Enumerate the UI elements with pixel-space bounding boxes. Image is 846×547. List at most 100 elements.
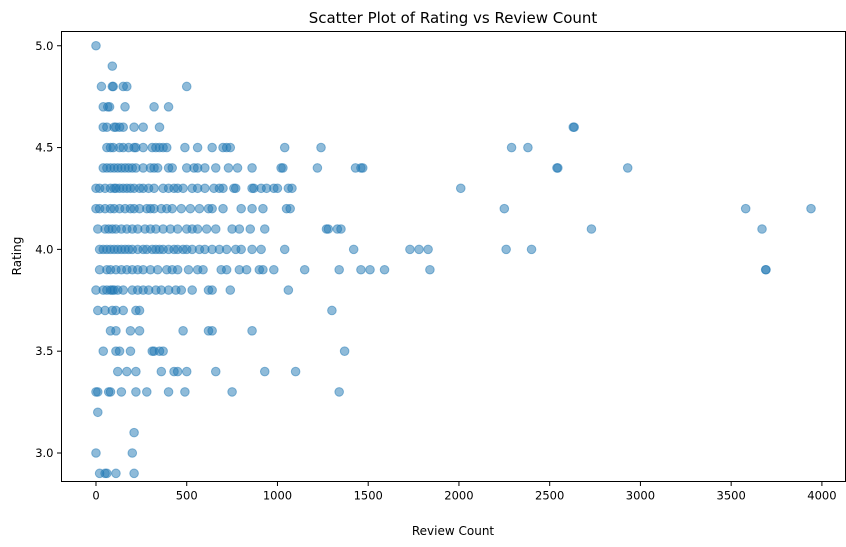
scatter-point (172, 264, 183, 275)
scatter-point (207, 142, 217, 153)
scatter-point (185, 203, 196, 214)
x-tick-label: 1000 (263, 489, 292, 503)
scatter-point (210, 163, 221, 173)
scatter-point (93, 407, 103, 418)
points-layer (91, 40, 816, 479)
scatter-point (379, 264, 390, 275)
scatter-point (118, 122, 128, 132)
scatter-point (129, 468, 139, 479)
scatter-point (112, 366, 123, 377)
scatter-point (200, 183, 210, 194)
scatter-point (125, 346, 136, 356)
scatter-point (740, 203, 751, 214)
scatter-point (163, 387, 174, 397)
scatter-point (210, 366, 221, 377)
y-tick-label: 3.0 (35, 446, 53, 460)
scatter-point (285, 203, 295, 214)
scatter-point (161, 142, 172, 153)
scatter-point (201, 224, 212, 234)
scatter-point (96, 81, 107, 92)
scatter-point (258, 264, 268, 275)
scatter-point (245, 224, 256, 234)
y-tick-label: 3.5 (35, 344, 53, 358)
scatter-point (283, 285, 294, 295)
scatter-point (167, 203, 177, 214)
scatter-point (272, 183, 283, 194)
scatter-point (120, 102, 130, 112)
scatter-point (501, 244, 511, 255)
x-tick-label: 3000 (626, 489, 655, 503)
scatter-point (232, 163, 243, 173)
scatter-point (622, 163, 633, 173)
scatter-point (312, 163, 323, 173)
y-tick-label: 4.0 (35, 242, 53, 256)
scatter-point (138, 142, 148, 153)
scatter-point (122, 81, 132, 92)
y-tick-label: 4.5 (35, 141, 53, 155)
scatter-point (210, 224, 221, 234)
scatter-point (247, 203, 257, 214)
scatter-point (287, 183, 297, 194)
x-tick-label: 3500 (717, 489, 746, 503)
scatter-point (365, 264, 375, 275)
scatter-point (256, 244, 266, 255)
scatter-point (131, 366, 141, 377)
scatter-point (236, 244, 246, 255)
scatter-point (356, 264, 366, 275)
scatter-point (104, 102, 115, 112)
scatter-point (506, 142, 517, 153)
scatter-point (279, 142, 290, 153)
scatter-point (200, 163, 210, 173)
scatter-point (131, 387, 141, 397)
scatter-point (142, 387, 152, 397)
scatter-point (114, 346, 125, 356)
scatter-point (118, 285, 128, 295)
scatter-point (207, 326, 217, 336)
scatter-point (107, 61, 118, 71)
scatter-point (187, 285, 197, 295)
scatter-point (198, 264, 208, 275)
scatter-point (149, 183, 159, 194)
scatter-point (93, 387, 103, 397)
scatter-point (258, 203, 268, 214)
scatter-point (218, 183, 228, 194)
scatter-point (218, 203, 228, 214)
scatter-point (336, 224, 346, 234)
scatter-point (129, 427, 139, 438)
scatter-point (290, 366, 301, 377)
scatter-point (91, 448, 101, 458)
scatter-point (111, 468, 121, 479)
scatter-point (279, 244, 290, 255)
scatter-point (129, 122, 139, 132)
scatter-point (194, 203, 205, 214)
scatter-point (158, 346, 168, 356)
scatter-point (116, 387, 127, 397)
scatter-point (569, 122, 579, 132)
scatter-point (207, 285, 217, 295)
scatter-point (247, 163, 257, 173)
chart-title: Scatter Plot of Rating vs Review Count (309, 9, 598, 27)
scatter-point (225, 142, 236, 153)
scatter-point (247, 244, 257, 255)
scatter-point (269, 264, 279, 275)
x-tick-label: 2500 (535, 489, 564, 503)
scatter-point (91, 40, 101, 51)
scatter-point (316, 142, 326, 153)
scatter-point (152, 163, 163, 173)
scatter-point (757, 224, 767, 234)
scatter-point (761, 264, 771, 275)
scatter-point (108, 81, 119, 92)
scatter-point (181, 81, 192, 92)
scatter-point (236, 203, 246, 214)
scatter-point (192, 224, 203, 234)
x-axis-ticks: 0 500 1000 1500 2000 2500 3000 3500 4000 (92, 481, 837, 503)
scatter-point (167, 163, 177, 173)
scatter-point (339, 346, 350, 356)
scatter-point (122, 366, 132, 377)
scatter-point (134, 305, 145, 316)
y-tick-label: 5.0 (35, 39, 53, 53)
x-tick-label: 2000 (444, 489, 473, 503)
scatter-point (138, 122, 148, 132)
scatter-point (499, 203, 510, 214)
scatter-point (156, 366, 167, 377)
